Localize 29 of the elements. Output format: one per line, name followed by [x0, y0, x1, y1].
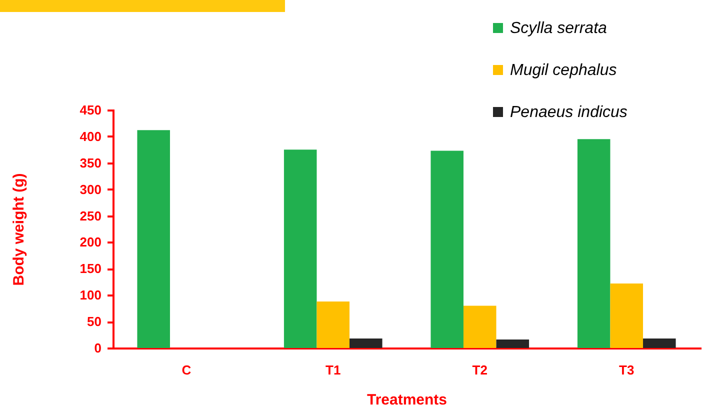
bar [577, 139, 610, 348]
bar [430, 150, 464, 348]
y-tick-label: 450 [80, 102, 102, 118]
bar [350, 338, 382, 348]
y-tick-label: 100 [80, 288, 102, 303]
y-tick-label: 350 [80, 155, 102, 170]
x-tick-label: C [182, 362, 192, 378]
y-tick-label: 0 [94, 340, 102, 356]
y-tick-label: 400 [80, 128, 102, 144]
x-tick-label: T3 [619, 362, 634, 378]
y-tick-label: 150 [80, 261, 102, 276]
bar [316, 301, 350, 348]
bar [496, 340, 530, 348]
bar [284, 150, 317, 348]
y-tick-label: 200 [80, 234, 102, 250]
y-tick-label: 50 [87, 314, 102, 330]
y-tick-label: 250 [80, 208, 102, 224]
x-tick-label: T2 [472, 362, 488, 378]
legend-label: Scylla serrata [510, 20, 608, 37]
x-tick-label: T1 [326, 362, 341, 378]
bar [643, 338, 676, 348]
bar [463, 306, 496, 348]
legend-label: Mugil cephalus [510, 62, 617, 79]
x-axis-title: Treatments [366, 392, 448, 408]
legend-label: Penaeus indicus [510, 104, 628, 121]
bar [137, 130, 170, 348]
y-tick-label: 300 [80, 182, 102, 197]
y-axis-title: Body weight (g) [10, 173, 28, 286]
bar [610, 283, 644, 348]
